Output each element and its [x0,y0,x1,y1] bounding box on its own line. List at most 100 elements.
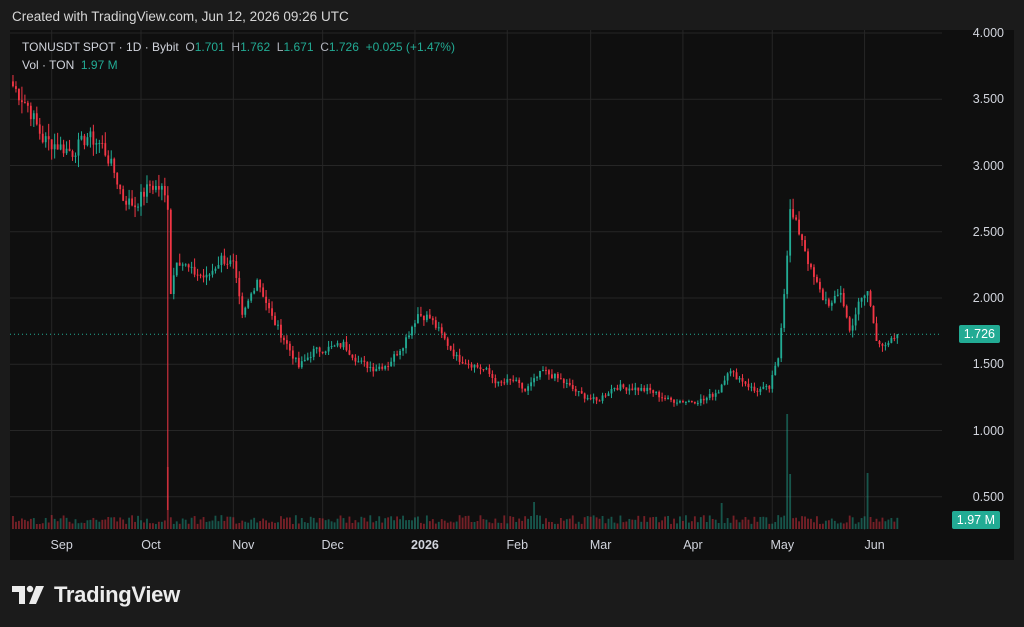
volume-bar [497,522,500,529]
volume-bar [387,517,390,529]
candle-body [154,186,157,190]
volume-bar [738,522,741,529]
volume-bar [357,522,360,529]
candle-body [351,354,354,358]
chart-area[interactable]: TONUSDT SPOT · 1D · Bybit O1.701 H1.762 … [10,26,1014,560]
volume-bar [214,515,217,529]
candle-body [345,341,348,351]
candle-body [884,345,887,347]
volume-bar [598,518,601,529]
volume-bar [827,520,830,529]
candle-body [149,184,151,186]
last-price-tag: 1.726 [958,325,1000,343]
candle-body [428,314,431,319]
candle-body [619,384,622,390]
volume-bar [530,516,533,529]
volume-bar [348,516,351,529]
candle-body [214,268,217,271]
candle-body [598,400,601,402]
volume-bar [137,515,139,529]
candle-body [553,373,556,379]
volume-bar [744,517,747,529]
candle-body [434,320,437,328]
volume-bar [821,523,824,529]
volume-bar [607,518,610,529]
candle-body [807,251,809,265]
volume-bar [92,517,95,529]
x-tick-label: Jun [864,538,885,552]
volume-bar [696,522,699,529]
candle-body [330,346,333,348]
volume-bar [649,517,652,529]
candle-body [381,366,384,369]
candle-body [384,366,387,369]
volume-bar [583,517,586,529]
candle-body [890,338,893,343]
volume-bar [798,521,800,529]
candle-body [83,135,86,146]
volume-bar [268,522,270,529]
candle-body [824,299,827,301]
volume-bar [297,523,300,529]
volume-bar [146,518,148,529]
volume-bar [339,515,342,529]
candle-body [765,385,768,387]
candle-body [288,343,291,351]
candle-body [178,262,181,266]
volume-bar [15,521,17,529]
volume-bar [786,414,789,529]
price-chart-svg[interactable] [10,30,1014,560]
candle-body [744,381,747,384]
candle-body [169,209,172,295]
candle-body [714,393,717,397]
volume-bar [140,520,142,529]
volume-bar [664,516,667,529]
volume-bar [280,516,282,529]
candle-body [20,100,23,103]
volume-bar [294,515,297,529]
volume-bar [473,521,476,529]
volume-bar [542,523,544,529]
candle-body [720,384,723,393]
volume-bar [71,523,74,529]
volume-bar [658,522,661,529]
candle-body [449,345,452,350]
candle-body [280,324,282,338]
candle-body [62,144,65,154]
volume-bar [741,519,744,529]
volume-bar [113,517,116,529]
volume-bar [256,522,259,529]
volume-bar [247,522,250,529]
candle-body [610,389,613,394]
volume-bar [134,521,136,529]
volume-bar [181,518,184,529]
volume-bar [38,523,41,529]
volume-bar [533,502,535,529]
candle-body [455,354,458,357]
candle-body [506,379,509,383]
volume-bar [202,517,205,529]
low-label: L [276,40,284,54]
volume-bar [366,521,369,529]
volume-bar [896,517,899,529]
candle-body [741,378,744,382]
volume-bar [536,515,538,529]
volume-bar [488,522,491,529]
volume-bar [315,522,318,529]
volume-bar [470,521,473,529]
candle-body [134,205,136,208]
symbol-label[interactable]: TONUSDT SPOT · 1D · Bybit [22,40,179,54]
volume-bar [625,521,628,529]
volume-bar [128,517,131,529]
candle-body [202,275,205,278]
volume-bar [405,520,407,529]
candle-body [285,340,288,344]
volume-bar [818,523,821,529]
candle-body [682,400,684,403]
volume-bar [205,521,208,529]
volume-bar [217,521,220,529]
tradingview-brand[interactable]: TradingView [12,582,180,608]
volume-bar [491,523,494,529]
volume-label[interactable]: Vol · TON [22,58,75,72]
candle-body [262,287,265,297]
